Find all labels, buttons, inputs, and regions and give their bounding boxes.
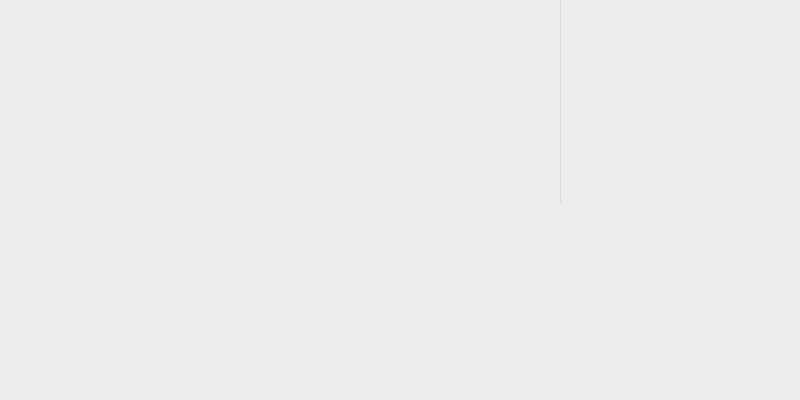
market-column-divider (560, 0, 561, 203)
match-odds-grid (560, 0, 561, 203)
